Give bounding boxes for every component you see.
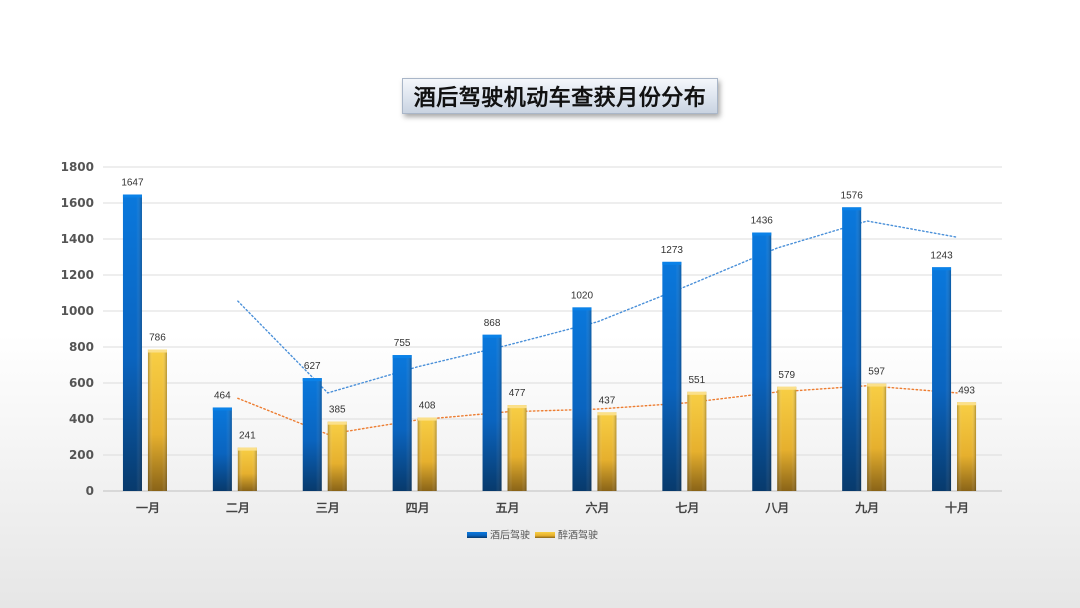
bar-top-face [482,334,502,338]
bar-top-face [212,407,232,411]
bar-shading [327,421,347,491]
data-label: 627 [304,361,321,372]
bar-shading [752,232,772,491]
y-tick-label: 200 [69,448,94,462]
bar-shading [777,386,797,491]
data-label: 437 [599,395,616,406]
bar-shading [392,355,412,491]
y-tick-label: 0 [86,484,94,498]
x-tick-label: 九月 [854,500,879,515]
data-label: 385 [329,405,346,416]
bar-shading [302,378,322,491]
data-label: 786 [149,333,166,344]
bar-shading [687,391,707,491]
legend-swatch [535,532,555,538]
data-label: 868 [484,318,501,329]
x-tick-label: 四月 [406,501,430,515]
y-tick-label: 400 [69,412,94,426]
data-labels: 1647 464 627 755 868 1020 1273 1436 1576 1243 786 2… [121,178,975,442]
axes: 0 200 400 600 800 1000 1200 1400 1600 1800 一月 二月 三月 四… [61,160,969,515]
bar-shading [122,194,142,492]
bar-top-face [327,421,347,425]
bar-top-face [507,405,527,409]
bar-shading [572,307,592,491]
bar-shading [932,267,952,491]
bar-shading [957,402,977,491]
bar-top-face [867,383,887,387]
bar-top-face [957,402,977,406]
bar-top-face [932,267,952,271]
bar-top-face [417,417,437,421]
bar-top-face [752,232,772,236]
x-tick-label: 一月 [136,501,160,515]
y-tick-label: 800 [69,340,94,354]
bar-shading [597,412,617,491]
bar-shading [507,405,527,491]
data-label: 1436 [751,216,774,227]
x-tick-label: 二月 [226,501,250,515]
x-tick-label: 八月 [764,501,789,515]
trendlines [237,220,958,436]
bars [122,194,977,492]
bar-top-face [392,355,412,359]
data-label: 464 [214,390,231,401]
data-label: 1243 [930,250,953,261]
trendline [237,220,958,394]
bar-shading [842,207,862,491]
data-label: 1273 [661,245,684,256]
x-tick-label: 十月 [945,500,969,515]
data-label: 551 [689,375,706,386]
data-label: 1647 [121,178,144,189]
bar-shading [417,417,437,491]
x-tick-label: 六月 [585,500,609,515]
bar-shading [482,334,502,491]
data-label: 1020 [571,290,594,301]
y-tick-label: 1400 [61,232,94,246]
data-label: 408 [419,401,436,412]
data-label: 493 [958,385,975,396]
bar-top-face [842,207,862,211]
bar-shading [212,407,232,491]
bar-top-face [147,349,167,353]
y-tick-label: 600 [69,376,94,390]
chart-title-box: 酒后驾驶机动车查获月份分布 [402,78,718,114]
y-tick-label: 1600 [61,196,94,210]
bar-top-face [302,378,322,382]
trendline [237,384,958,436]
bar-shading [147,349,167,491]
bar-shading [662,261,682,491]
data-label: 755 [394,338,411,349]
bar-top-face [662,261,682,265]
x-tick-label: 五月 [496,501,520,515]
chart-title: 酒后驾驶机动车查获月份分布 [413,86,707,111]
legend-label: 酒后驾驶 [490,529,530,542]
y-tick-label: 1200 [61,268,94,282]
data-label: 597 [868,367,885,378]
bar-top-face [687,391,707,395]
legend: 酒后驾驶 醉酒驾驶 [467,529,598,542]
bar-shading [867,383,887,491]
bar-top-face [597,412,617,416]
data-label: 579 [778,370,795,381]
bar-top-face [122,194,142,198]
bar-top-face [237,447,257,451]
data-label: 477 [509,388,526,399]
bar-top-face [572,307,592,311]
bar-shading [237,447,257,491]
data-label: 241 [239,431,256,442]
y-tick-label: 1800 [61,160,94,174]
x-tick-label: 三月 [316,501,340,515]
data-label: 1576 [841,190,864,201]
bar-top-face [777,386,797,390]
x-tick-label: 七月 [675,501,699,515]
legend-label: 醉酒驾驶 [558,529,598,542]
legend-swatch [467,532,487,538]
y-tick-label: 1000 [61,304,94,318]
